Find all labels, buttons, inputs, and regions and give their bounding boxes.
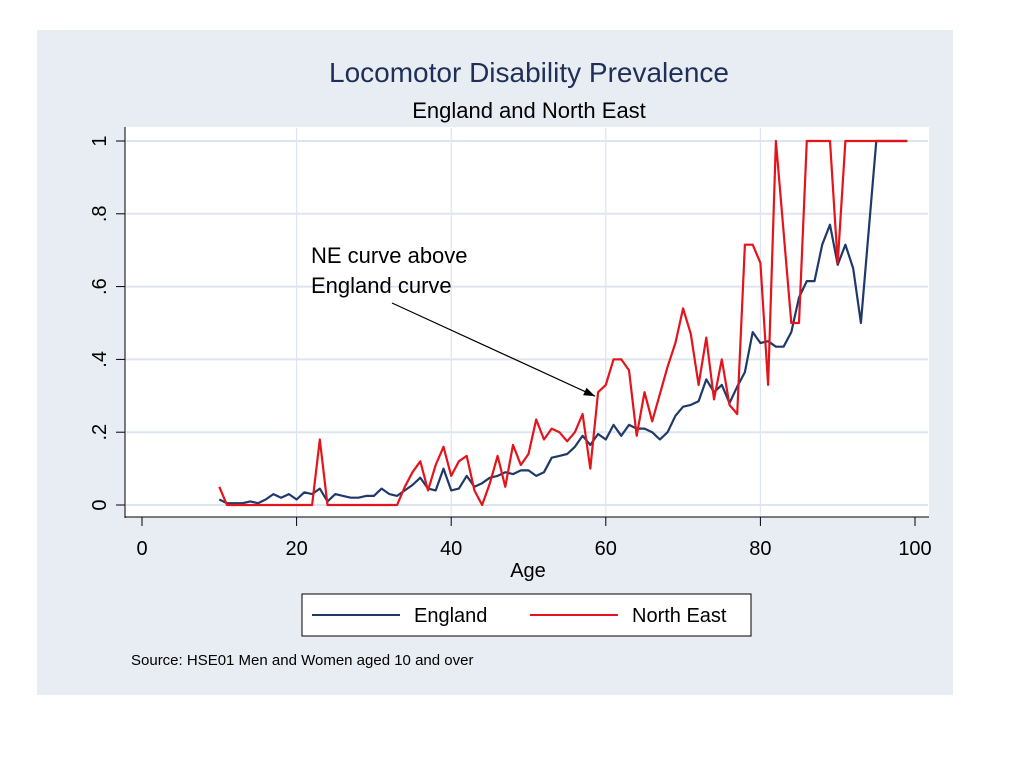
annotation: NE curve above England curve [311, 243, 596, 397]
legend: England North East [301, 593, 752, 637]
y-tick-label-1: .2 [89, 424, 111, 441]
source-note: Source: HSE01 Men and Women aged 10 and … [131, 652, 473, 669]
x-tick-label-2: 40 [440, 538, 462, 560]
series-line-north-east [218, 139, 908, 507]
x-tick-label-0: 0 [136, 538, 147, 560]
y-tick-label-5: 1 [89, 135, 111, 146]
chart-subtitle: England and North East [412, 98, 646, 123]
plot-area [125, 127, 929, 517]
y-tick-label-2: .4 [89, 351, 111, 368]
annotation-arrow-line [391, 302, 596, 397]
series-line-england [218, 139, 908, 505]
x-tick-label-5: 100 [898, 538, 931, 560]
series-lines [218, 139, 908, 507]
x-tick-label-1: 20 [285, 538, 307, 560]
x-tick-label-4: 80 [749, 538, 771, 560]
annotation-line-1: NE curve above [311, 243, 468, 268]
legend-label-north-east: North East [632, 605, 727, 627]
x-tick-label-3: 60 [595, 538, 617, 560]
y-tick-label-0: 0 [89, 499, 111, 510]
y-tick-label-4: .8 [89, 205, 111, 222]
y-tick-label-3: .6 [89, 278, 111, 295]
annotation-line-2: England curve [311, 273, 452, 298]
annotation-arrow-head [583, 387, 596, 397]
x-axis-title: Age [510, 560, 546, 582]
chart-title: Locomotor Disability Prevalence [329, 57, 729, 88]
axes: 0 20 40 60 80 100 0 .2 .4 .6 .8 1 [89, 127, 932, 560]
legend-label-england: England [414, 605, 487, 627]
